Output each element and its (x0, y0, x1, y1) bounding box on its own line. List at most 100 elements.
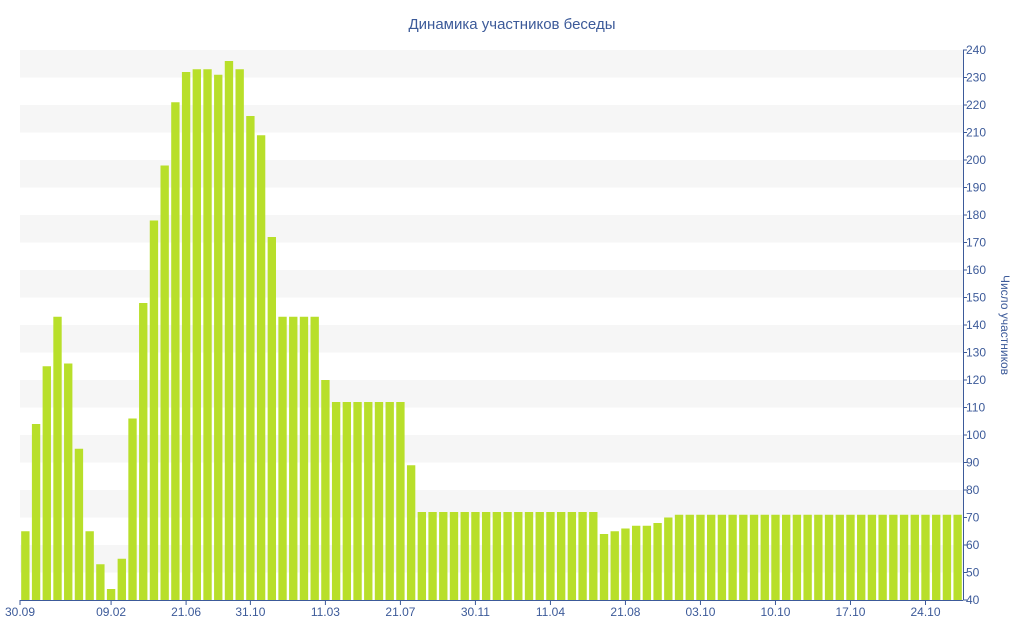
bar[interactable] (299, 316, 309, 600)
bar[interactable] (203, 69, 212, 600)
y-tick-label: 60 (966, 538, 980, 552)
bar[interactable] (31, 424, 41, 600)
bar[interactable] (824, 514, 834, 600)
bar[interactable] (449, 512, 459, 600)
bar[interactable] (771, 514, 780, 600)
x-tick-label: 21.07 (385, 605, 415, 619)
bar[interactable] (278, 316, 287, 600)
bar[interactable] (96, 564, 105, 600)
bar[interactable] (642, 525, 652, 600)
bar[interactable] (246, 116, 255, 600)
bar[interactable] (128, 418, 137, 601)
bar[interactable] (664, 517, 673, 601)
bar[interactable] (631, 525, 641, 600)
bar[interactable] (471, 512, 480, 600)
bar[interactable] (846, 514, 855, 600)
bar[interactable] (610, 531, 619, 600)
bar[interactable] (717, 514, 727, 600)
bar[interactable] (181, 72, 191, 600)
y-axis-label: Число участников (998, 275, 1012, 375)
bar[interactable] (546, 512, 555, 600)
bar[interactable] (857, 514, 866, 600)
bar[interactable] (899, 514, 909, 600)
bar[interactable] (214, 74, 223, 600)
bar[interactable] (867, 514, 877, 600)
bar[interactable] (653, 523, 662, 600)
x-tick-label: 17.10 (835, 605, 865, 619)
bar[interactable] (256, 135, 266, 600)
bar[interactable] (492, 512, 502, 600)
bar[interactable] (364, 402, 373, 600)
bar[interactable] (406, 465, 416, 600)
bar[interactable] (460, 512, 469, 600)
bar[interactable] (599, 534, 609, 600)
bar[interactable] (589, 512, 598, 600)
y-tick-label: 210 (966, 126, 986, 140)
bar[interactable] (792, 514, 802, 600)
bar[interactable] (396, 402, 405, 600)
y-tick-label: 120 (966, 373, 986, 387)
y-tick-label: 50 (966, 566, 980, 580)
bar[interactable] (739, 514, 748, 600)
bar[interactable] (567, 512, 577, 600)
bar[interactable] (42, 366, 51, 600)
bar[interactable] (417, 512, 427, 600)
bar[interactable] (289, 316, 298, 600)
bar[interactable] (932, 514, 941, 600)
bar[interactable] (503, 512, 512, 600)
bar[interactable] (224, 61, 234, 600)
bar[interactable] (192, 69, 201, 600)
bar[interactable] (53, 316, 62, 600)
bar[interactable] (556, 512, 566, 600)
bar[interactable] (342, 402, 352, 600)
bar[interactable] (578, 512, 587, 600)
bar[interactable] (524, 512, 534, 600)
bar[interactable] (674, 514, 684, 600)
bar[interactable] (85, 531, 94, 600)
y-tick-label: 220 (966, 98, 986, 112)
bar[interactable] (782, 514, 791, 600)
bar[interactable] (171, 102, 180, 600)
bar[interactable] (117, 558, 126, 600)
bar[interactable] (803, 514, 812, 600)
bar[interactable] (749, 514, 759, 600)
bar[interactable] (889, 514, 898, 600)
bar[interactable] (953, 514, 962, 600)
bar[interactable] (728, 514, 737, 600)
bar[interactable] (706, 514, 716, 600)
bar[interactable] (64, 363, 73, 601)
bar[interactable] (910, 514, 919, 600)
y-tick-label: 70 (966, 511, 980, 525)
bar[interactable] (439, 512, 448, 600)
bar[interactable] (310, 316, 319, 600)
bar[interactable] (696, 514, 705, 600)
y-tick-label: 90 (966, 456, 980, 470)
bar[interactable] (235, 69, 244, 600)
bar[interactable] (814, 514, 823, 600)
bar[interactable] (106, 589, 116, 600)
bar[interactable] (428, 512, 437, 600)
bar[interactable] (267, 237, 277, 600)
bar[interactable] (331, 402, 341, 600)
bar[interactable] (942, 514, 952, 600)
bar[interactable] (321, 380, 330, 600)
bar[interactable] (760, 514, 769, 600)
bar[interactable] (385, 402, 394, 600)
bar[interactable] (481, 512, 491, 600)
bar[interactable] (685, 514, 694, 600)
bar[interactable] (74, 448, 84, 600)
bar[interactable] (621, 528, 630, 601)
bar[interactable] (139, 303, 148, 600)
bar[interactable] (514, 512, 523, 600)
bar[interactable] (149, 220, 159, 601)
y-tick-label: 190 (966, 181, 986, 195)
bar[interactable] (374, 402, 384, 600)
bar[interactable] (878, 514, 887, 600)
bar[interactable] (921, 514, 930, 600)
x-tick-label: 30.11 (461, 605, 490, 619)
bar[interactable] (835, 514, 844, 600)
bar[interactable] (160, 165, 169, 601)
bar[interactable] (353, 402, 362, 600)
bar[interactable] (535, 512, 544, 600)
bar[interactable] (21, 531, 30, 600)
